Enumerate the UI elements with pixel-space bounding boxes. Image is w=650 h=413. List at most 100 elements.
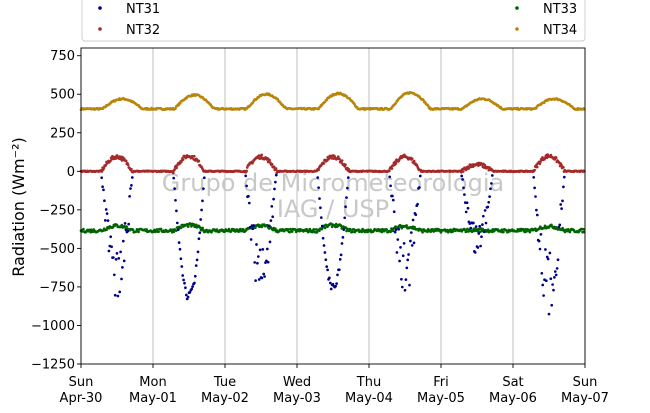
nt31-point — [120, 277, 123, 281]
nt31-point — [403, 288, 407, 292]
nt31-point — [546, 257, 550, 261]
nt32-point — [245, 169, 248, 173]
nt33-point — [274, 227, 277, 231]
nt32-point — [412, 159, 416, 163]
y-tick-label: 750 — [50, 49, 75, 64]
nt33-point — [134, 230, 138, 233]
y-tick-label: 250 — [50, 126, 75, 141]
nt32-point — [549, 153, 553, 157]
nt31-point — [262, 272, 266, 276]
nt31-point — [185, 297, 189, 301]
nt31-point — [184, 286, 187, 290]
nt31-point — [186, 295, 190, 299]
nt31-point — [480, 235, 483, 239]
nt31-point — [538, 247, 542, 251]
nt31-point — [402, 241, 406, 245]
nt33-point — [260, 225, 264, 229]
nt31-point — [172, 176, 176, 180]
nt31-point — [115, 252, 119, 255]
nt31-point — [481, 223, 484, 226]
nt31-point — [199, 218, 203, 221]
nt31-point — [553, 270, 557, 273]
nt31-point — [123, 222, 127, 225]
nt33-point — [120, 223, 124, 227]
nt31-point — [396, 238, 400, 241]
nt33-point — [125, 225, 128, 228]
nt31-point — [483, 209, 487, 212]
nt31-point — [562, 185, 565, 189]
watermark: Grupo de Micrometeorologia IAG / USP — [162, 169, 504, 223]
nt31-point — [534, 195, 537, 198]
nt31-point — [266, 260, 270, 264]
nt33-point — [194, 223, 198, 227]
nt32-point — [181, 158, 185, 162]
nt32-point — [192, 154, 196, 158]
nt31-point — [320, 224, 324, 228]
nt31-point — [258, 248, 262, 252]
nt31-point — [195, 258, 199, 262]
nt31-point — [121, 239, 125, 243]
nt31-point — [465, 201, 469, 205]
nt33-point — [421, 230, 424, 234]
plot-frame — [80, 47, 586, 365]
nt31-point — [176, 228, 180, 232]
legend-marker — [515, 27, 519, 31]
nt31-point — [537, 239, 541, 243]
nt31-point — [487, 200, 491, 204]
nt31-point — [418, 174, 422, 178]
x-tick-label-day: Sun — [573, 375, 598, 390]
nt31-point — [267, 224, 271, 228]
nt31-point — [119, 250, 122, 254]
legend-marker — [515, 6, 519, 10]
axes-layer: −1250−1000−750−500−2500250500750SunApr-3… — [31, 47, 609, 406]
nt32-point — [274, 167, 278, 170]
legend-label: NT33 — [543, 2, 577, 17]
nt31-point — [533, 186, 536, 190]
nt33-point — [186, 225, 190, 228]
nt31-point — [395, 251, 399, 254]
nt31-point — [535, 213, 539, 217]
nt33-point — [476, 229, 480, 233]
nt34-point — [422, 98, 425, 102]
nt31-point — [544, 279, 548, 283]
nt31-point — [254, 279, 257, 282]
nt31-point — [418, 186, 421, 189]
nt31-point — [191, 285, 194, 289]
nt32-point — [390, 167, 394, 170]
nt34-point — [177, 103, 180, 107]
nt31-point — [339, 253, 343, 257]
nt31-point — [247, 201, 251, 205]
nt33-point — [105, 228, 108, 232]
nt31-point — [251, 227, 255, 231]
nt31-point — [412, 241, 416, 245]
nt31-point — [121, 266, 124, 269]
nt31-point — [106, 219, 110, 222]
y-tick-label: −750 — [39, 280, 75, 295]
nt32-point — [197, 159, 201, 163]
nt31-point — [180, 265, 184, 268]
nt33-point — [405, 224, 408, 227]
nt31-point — [556, 258, 560, 262]
nt31-point — [550, 303, 554, 307]
x-tick-label-day: Sat — [502, 375, 523, 390]
nt33-point — [500, 228, 504, 232]
nt32-point — [461, 170, 465, 173]
nt32-point — [322, 162, 326, 165]
nt31-point — [102, 188, 105, 192]
nt31-point — [101, 185, 104, 189]
nt33-point — [380, 230, 384, 234]
nt31-point — [398, 259, 401, 263]
nt31-point — [110, 245, 113, 249]
nt31-point — [552, 288, 555, 292]
nt31-point — [342, 228, 346, 231]
nt31-point — [173, 187, 176, 190]
nt31-point — [560, 207, 563, 210]
nt31-point — [325, 265, 329, 268]
nt31-point — [178, 247, 182, 251]
nt31-point — [397, 227, 401, 231]
nt33-point — [582, 227, 585, 231]
nt32-point — [171, 171, 175, 175]
nt31-point — [261, 248, 265, 251]
y-axis-label: Radiation (Wm⁻²) — [9, 137, 28, 276]
nt31-point — [474, 225, 478, 228]
